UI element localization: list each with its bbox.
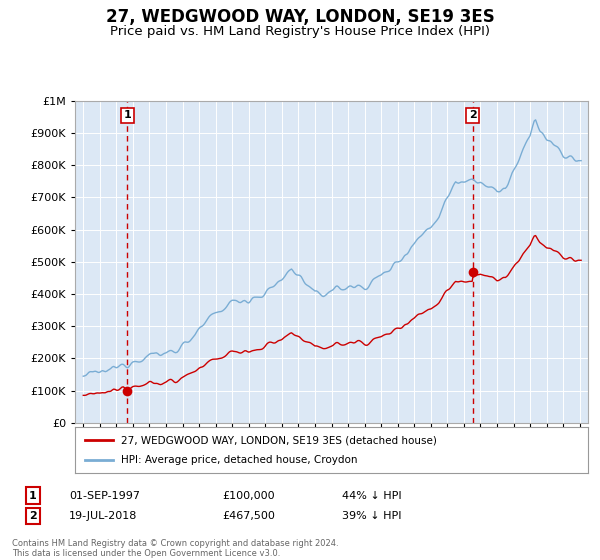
Text: £467,500: £467,500	[222, 511, 275, 521]
Text: 2: 2	[29, 511, 37, 521]
Text: 39% ↓ HPI: 39% ↓ HPI	[342, 511, 401, 521]
Text: HPI: Average price, detached house, Croydon: HPI: Average price, detached house, Croy…	[121, 455, 358, 465]
Text: 1: 1	[29, 491, 37, 501]
Text: 1: 1	[124, 110, 131, 120]
Text: 2: 2	[469, 110, 476, 120]
Text: 44% ↓ HPI: 44% ↓ HPI	[342, 491, 401, 501]
Text: £100,000: £100,000	[222, 491, 275, 501]
Text: 01-SEP-1997: 01-SEP-1997	[69, 491, 140, 501]
Text: 27, WEDGWOOD WAY, LONDON, SE19 3ES: 27, WEDGWOOD WAY, LONDON, SE19 3ES	[106, 8, 494, 26]
Text: Price paid vs. HM Land Registry's House Price Index (HPI): Price paid vs. HM Land Registry's House …	[110, 25, 490, 38]
Text: 19-JUL-2018: 19-JUL-2018	[69, 511, 137, 521]
Text: Contains HM Land Registry data © Crown copyright and database right 2024.: Contains HM Land Registry data © Crown c…	[12, 539, 338, 548]
Text: This data is licensed under the Open Government Licence v3.0.: This data is licensed under the Open Gov…	[12, 549, 280, 558]
Text: 27, WEDGWOOD WAY, LONDON, SE19 3ES (detached house): 27, WEDGWOOD WAY, LONDON, SE19 3ES (deta…	[121, 435, 437, 445]
